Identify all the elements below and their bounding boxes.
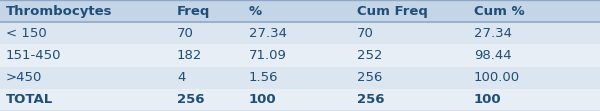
Bar	[0, 22, 600, 44]
Text: %: %	[249, 5, 262, 18]
Text: Freq: Freq	[177, 5, 211, 18]
Text: 27.34: 27.34	[249, 27, 287, 40]
Text: 100: 100	[474, 93, 502, 106]
Text: 1.56: 1.56	[249, 71, 278, 84]
Bar	[0, 0, 600, 22]
Text: Cum %: Cum %	[474, 5, 524, 18]
Text: Cum Freq: Cum Freq	[357, 5, 428, 18]
Text: TOTAL: TOTAL	[6, 93, 53, 106]
Text: 256: 256	[357, 93, 385, 106]
Text: 252: 252	[357, 49, 383, 62]
Bar	[0, 44, 600, 67]
Text: 256: 256	[177, 93, 205, 106]
Text: < 150: < 150	[6, 27, 47, 40]
Text: 70: 70	[357, 27, 374, 40]
Text: 256: 256	[357, 71, 382, 84]
Bar	[0, 67, 600, 89]
Text: 4: 4	[177, 71, 185, 84]
Text: 27.34: 27.34	[474, 27, 512, 40]
Text: 100.00: 100.00	[474, 71, 520, 84]
Text: 71.09: 71.09	[249, 49, 287, 62]
Text: >450: >450	[6, 71, 43, 84]
Text: 100: 100	[249, 93, 277, 106]
Text: 182: 182	[177, 49, 202, 62]
Text: 70: 70	[177, 27, 194, 40]
Text: 98.44: 98.44	[474, 49, 512, 62]
Text: 151-450: 151-450	[6, 49, 62, 62]
Text: Thrombocytes: Thrombocytes	[6, 5, 113, 18]
Bar	[0, 89, 600, 111]
